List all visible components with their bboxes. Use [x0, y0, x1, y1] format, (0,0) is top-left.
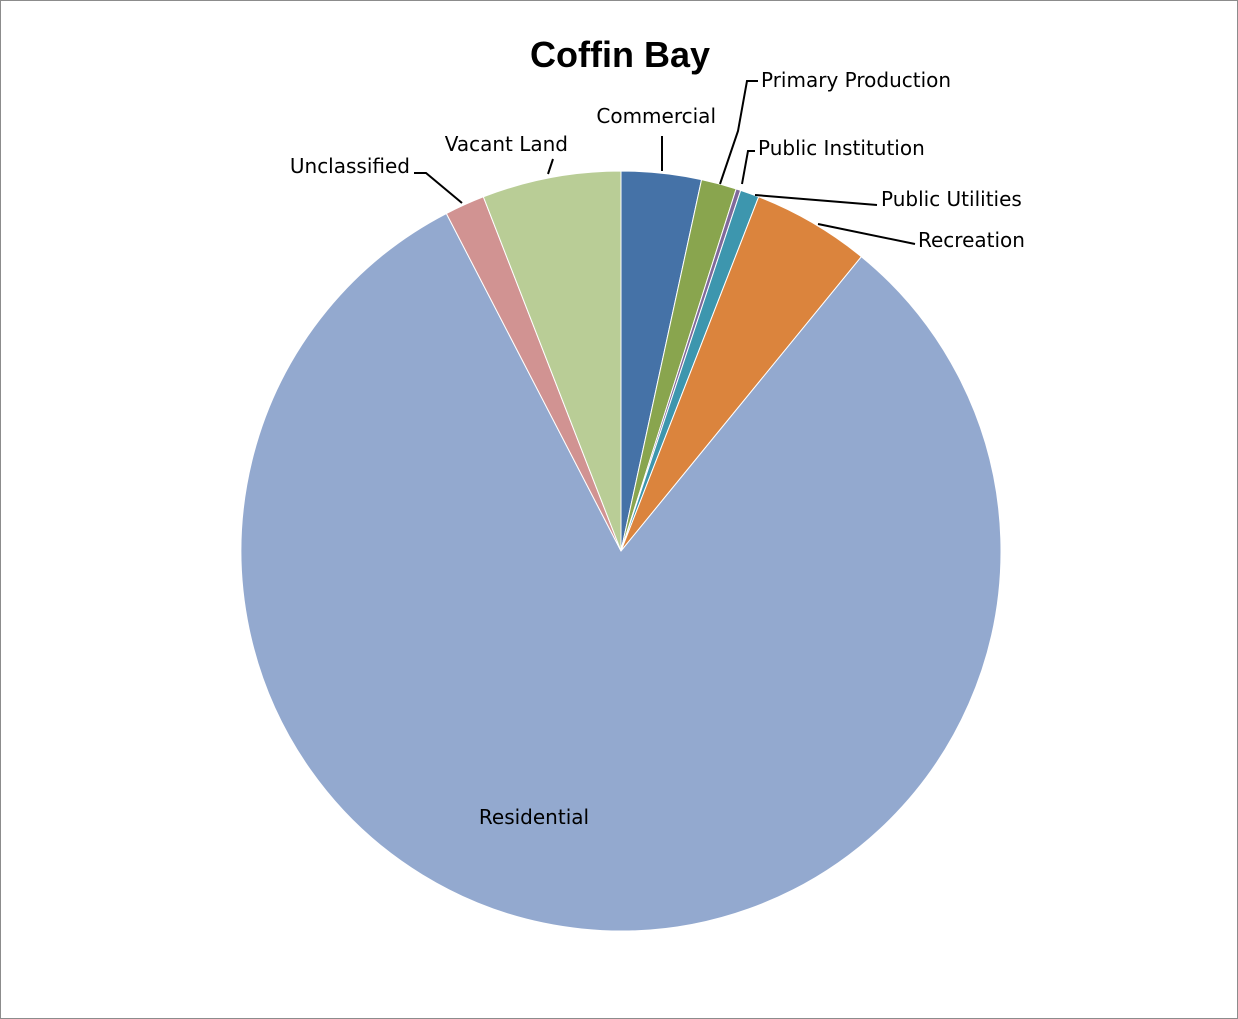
label-vacant-land: Vacant Land — [445, 132, 568, 156]
pie-slices — [240, 170, 1002, 932]
label-primary-production: Primary Production — [761, 68, 951, 92]
chart-title: Coffin Bay — [530, 34, 710, 75]
leader-line-primary-production — [719, 80, 758, 185]
label-recreation: Recreation — [918, 228, 1025, 252]
leader-line-public-utilities — [754, 194, 878, 206]
label-commercial: Commercial — [596, 104, 716, 128]
slice-vacant-land — [482, 170, 622, 552]
label-public-utilities: Public Utilities — [881, 187, 1022, 211]
leader-lines — [414, 80, 916, 245]
leader-line-public-institution — [741, 150, 755, 185]
label-public-institution: Public Institution — [758, 136, 925, 160]
label-residential: Residential — [479, 805, 589, 829]
label-unclassified: Unclassified — [290, 154, 410, 178]
slice-residential — [240, 212, 1002, 932]
leader-line-vacant-land — [547, 158, 554, 175]
leader-line-unclassified — [414, 172, 463, 204]
slice-labels: Commercial Primary Production Public Insti… — [290, 68, 1025, 829]
leader-line-recreation — [817, 223, 916, 245]
